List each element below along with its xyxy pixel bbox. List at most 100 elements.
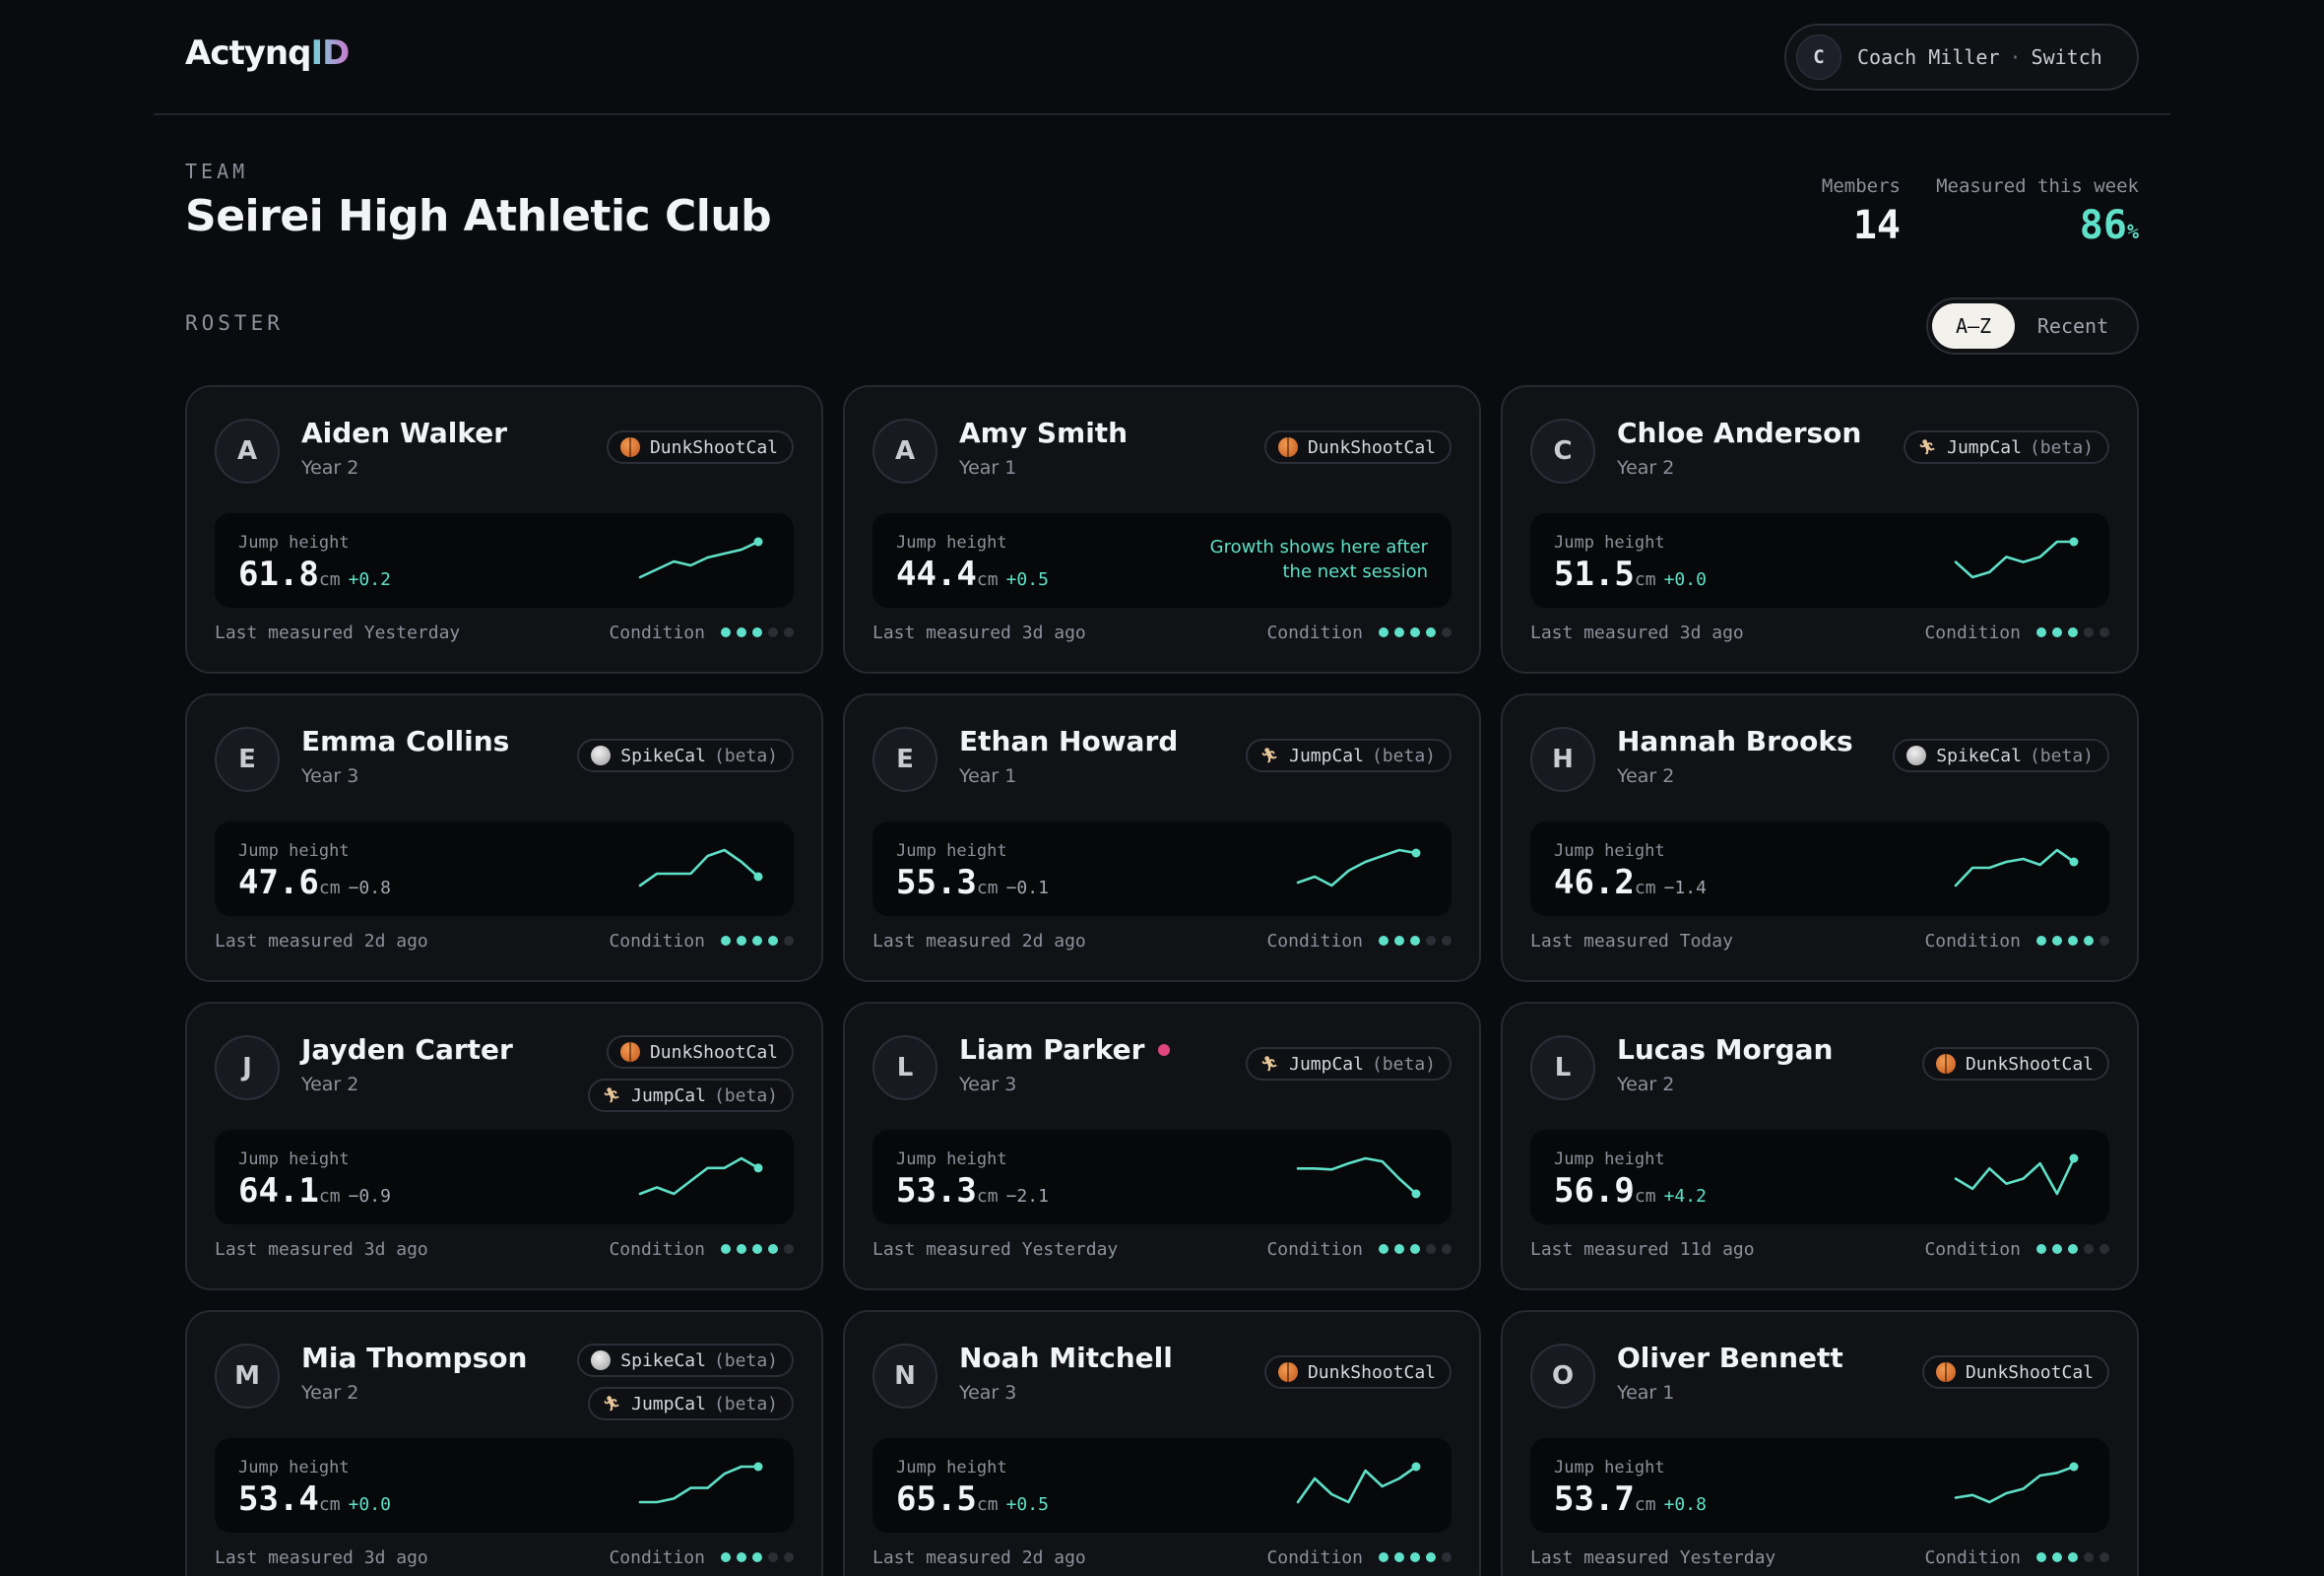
athlete-card[interactable]: L Lucas Morgan Year 2 DunkShootCal Jump … xyxy=(1501,1002,2139,1290)
tag-name: DunkShootCal xyxy=(649,1041,778,1063)
sport-tag[interactable]: 🏃︎ JumpCal (beta) xyxy=(588,1079,794,1112)
condition-dots xyxy=(721,627,794,637)
sport-tag[interactable]: DunkShootCal xyxy=(606,1035,794,1069)
sport-tag[interactable]: DunkShootCal xyxy=(1921,1355,2109,1389)
athlete-name[interactable]: Jayden Carter xyxy=(301,1033,513,1066)
athlete-card[interactable]: J Jayden Carter Year 2 DunkShootCal 🏃︎ J… xyxy=(185,1002,823,1290)
sport-tag[interactable]: DunkShootCal xyxy=(1921,1047,2109,1081)
switch-link[interactable]: Switch xyxy=(2031,45,2102,69)
condition-indicator: Condition xyxy=(1924,1547,2109,1568)
athlete-card[interactable]: E Emma Collins Year 3 SpikeCal (beta) Ju… xyxy=(185,693,823,982)
jump-icon: 🏃︎ xyxy=(1259,747,1279,764)
sparkline-latest-point xyxy=(2069,537,2079,547)
condition-dot xyxy=(1394,1244,1404,1254)
jump-height-unit: cm xyxy=(1634,878,1656,898)
last-measured: Last measured 11d ago xyxy=(1530,1239,1755,1260)
sport-tag[interactable]: 🏃︎ JumpCal (beta) xyxy=(1904,430,2109,464)
athlete-avatar: L xyxy=(872,1035,937,1100)
athlete-card[interactable]: H Hannah Brooks Year 2 SpikeCal (beta) J… xyxy=(1501,693,2139,982)
athlete-name[interactable]: Aiden Walker xyxy=(301,417,508,449)
condition-dot xyxy=(768,1552,778,1562)
card-footer: Last measured Yesterday Condition xyxy=(1530,1545,2109,1569)
coach-switcher[interactable]: C Coach Miller · Switch xyxy=(1784,24,2139,91)
athlete-card[interactable]: N Noah Mitchell Year 3 DunkShootCal Jump… xyxy=(843,1310,1481,1576)
members-value: 14 xyxy=(1852,203,1901,248)
athlete-name[interactable]: Oliver Bennett xyxy=(1617,1342,1843,1374)
athlete-name[interactable]: Ethan Howard xyxy=(959,725,1179,757)
athlete-card[interactable]: C Chloe Anderson Year 2 🏃︎ JumpCal (beta… xyxy=(1501,385,2139,674)
sport-tag[interactable]: DunkShootCal xyxy=(1263,1355,1452,1389)
card-header: E Ethan Howard Year 1 🏃︎ JumpCal (beta) xyxy=(872,695,1452,821)
condition-indicator: Condition xyxy=(609,1547,794,1568)
athlete-name[interactable]: Amy Smith xyxy=(959,417,1129,449)
jump-height-value: 56.9 xyxy=(1554,1171,1635,1211)
sport-tag[interactable]: SpikeCal (beta) xyxy=(577,1344,794,1377)
sport-tag[interactable]: DunkShootCal xyxy=(1263,430,1452,464)
condition-dot xyxy=(1410,1244,1420,1254)
condition-label: Condition xyxy=(1266,930,1363,952)
sparkline-series xyxy=(638,848,760,887)
tag-name: DunkShootCal xyxy=(1965,1361,2094,1383)
athlete-card[interactable]: O Oliver Bennett Year 1 DunkShootCal Jum… xyxy=(1501,1310,2139,1576)
top-bar: ActynqID C Coach Miller · Switch xyxy=(154,0,2170,115)
jump-height-unit: cm xyxy=(1634,1494,1656,1515)
app-logo[interactable]: ActynqID xyxy=(185,33,350,73)
athlete-identity: Ethan Howard Year 1 xyxy=(959,725,1178,787)
athlete-avatar: C xyxy=(1530,419,1595,484)
athlete-name[interactable]: Liam Parker xyxy=(959,1033,1145,1066)
condition-dot xyxy=(784,627,794,637)
athlete-name[interactable]: Lucas Morgan xyxy=(1617,1033,1834,1066)
jump-height-value: 53.3 xyxy=(896,1171,977,1211)
measured-this-week-stat: Measured this week 86% xyxy=(1936,175,2139,248)
athlete-name[interactable]: Hannah Brooks xyxy=(1617,725,1853,757)
athlete-avatar: N xyxy=(872,1344,937,1409)
condition-dots xyxy=(721,1244,794,1254)
jump-trend-sparkline xyxy=(1954,537,2079,579)
athlete-card[interactable]: A Amy Smith Year 1 DunkShootCal Jump hei… xyxy=(843,385,1481,674)
logo-id-mark: ID xyxy=(310,33,350,73)
athlete-name[interactable]: Mia Thompson xyxy=(301,1342,528,1374)
coach-label: Coach Miller · Switch xyxy=(1857,45,2102,69)
sport-tags: 🏃︎ JumpCal (beta) xyxy=(1246,739,1452,772)
roster-grid: A Aiden Walker Year 2 DunkShootCal Jump … xyxy=(185,385,2139,1576)
athlete-card[interactable]: E Ethan Howard Year 1 🏃︎ JumpCal (beta) … xyxy=(843,693,1481,982)
jump-height-value: 64.1 xyxy=(238,1171,319,1211)
condition-dot xyxy=(1426,936,1436,946)
athlete-name[interactable]: Chloe Anderson xyxy=(1617,417,1862,449)
measured-number: 86 xyxy=(2079,203,2127,248)
jump-height-panel: Jump height 56.9cm +4.2 xyxy=(1530,1130,2109,1224)
athlete-card[interactable]: L Liam Parker Year 3 🏃︎ JumpCal (beta) J… xyxy=(843,1002,1481,1290)
sport-tag[interactable]: 🏃︎ JumpCal (beta) xyxy=(1246,739,1452,772)
athlete-year: Year 3 xyxy=(959,1074,1017,1095)
last-measured-prefix: Last measured xyxy=(872,930,1011,952)
sport-tag[interactable]: SpikeCal (beta) xyxy=(577,739,794,772)
sport-tag[interactable]: DunkShootCal xyxy=(606,430,794,464)
athlete-name[interactable]: Emma Collins xyxy=(301,725,510,757)
sport-tag[interactable]: SpikeCal (beta) xyxy=(1893,739,2109,772)
beta-label: (beta) xyxy=(713,1393,778,1414)
card-header: A Amy Smith Year 1 DunkShootCal xyxy=(872,387,1452,513)
sort-az-button[interactable]: A–Z xyxy=(1932,303,2015,349)
last-measured-prefix: Last measured xyxy=(1530,1546,1669,1568)
athlete-card[interactable]: A Aiden Walker Year 2 DunkShootCal Jump … xyxy=(185,385,823,674)
sort-recent-button[interactable]: Recent xyxy=(2036,314,2109,338)
card-footer: Last measured 3d ago Condition xyxy=(215,1237,794,1261)
condition-indicator: Condition xyxy=(1266,931,1452,952)
athlete-card[interactable]: M Mia Thompson Year 2 SpikeCal (beta) 🏃︎… xyxy=(185,1310,823,1576)
card-header: C Chloe Anderson Year 2 🏃︎ JumpCal (beta… xyxy=(1530,387,2109,513)
jump-height-unit: cm xyxy=(1634,569,1656,590)
sparkline-series xyxy=(1296,848,1418,887)
jump-height-delta: +0.0 xyxy=(1663,569,1707,590)
card-header: E Emma Collins Year 3 SpikeCal (beta) xyxy=(215,695,794,821)
condition-label: Condition xyxy=(1266,1546,1363,1568)
condition-dot xyxy=(1394,627,1404,637)
card-header: A Aiden Walker Year 2 DunkShootCal xyxy=(215,387,794,513)
condition-dot xyxy=(2099,1552,2109,1562)
sort-toggle: A–Z Recent xyxy=(1926,297,2139,355)
sport-tag[interactable]: 🏃︎ JumpCal (beta) xyxy=(1246,1047,1452,1081)
sport-tag[interactable]: 🏃︎ JumpCal (beta) xyxy=(588,1387,794,1420)
athlete-name[interactable]: Noah Mitchell xyxy=(959,1342,1173,1374)
sparkline-latest-point xyxy=(2069,1462,2079,1472)
condition-dot xyxy=(1379,627,1388,637)
condition-dot xyxy=(2052,1552,2062,1562)
